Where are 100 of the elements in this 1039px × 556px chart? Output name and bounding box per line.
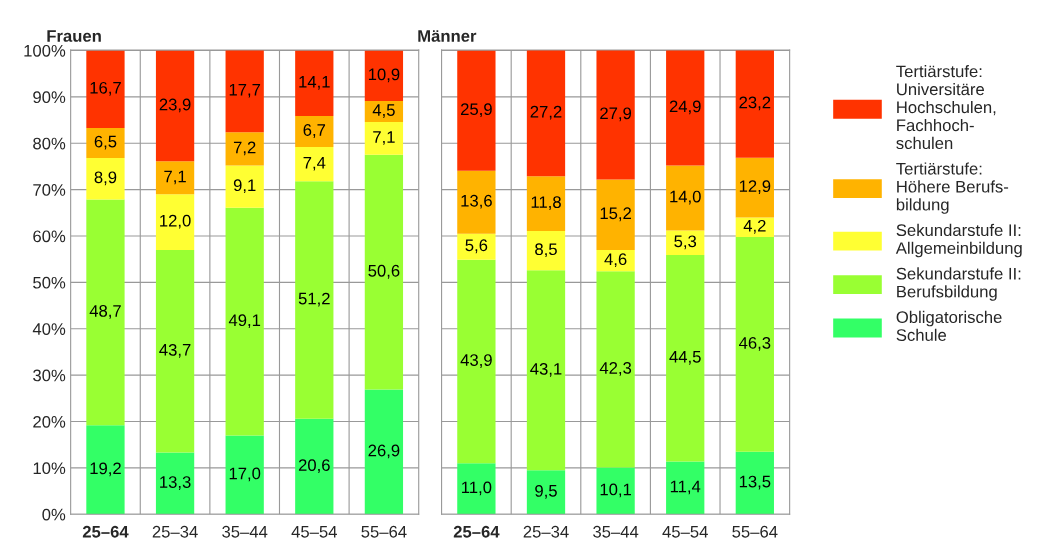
data-label: 11,8 bbox=[531, 196, 561, 210]
bar bbox=[295, 50, 334, 116]
x-tick-label: 35–44 bbox=[593, 525, 639, 538]
x-tick-label: 55–64 bbox=[361, 525, 407, 538]
bar bbox=[457, 463, 496, 515]
data-label: 27,9 bbox=[600, 107, 632, 122]
bar bbox=[364, 101, 404, 122]
data-label: 10,9 bbox=[368, 68, 400, 83]
data-label: 8,5 bbox=[535, 243, 557, 258]
y-tick-label: 60% bbox=[33, 230, 66, 243]
bar bbox=[596, 467, 635, 515]
x-tick-label: 55–64 bbox=[732, 525, 778, 538]
bar bbox=[86, 199, 125, 426]
bar bbox=[526, 230, 566, 271]
y-tick-label: 70% bbox=[33, 184, 66, 196]
bar bbox=[86, 425, 125, 515]
bar bbox=[596, 271, 635, 468]
data-label: 10,1 bbox=[600, 483, 632, 498]
bar bbox=[364, 121, 404, 155]
y-tick-label: 10% bbox=[33, 462, 66, 475]
data-label: 42,3 bbox=[599, 362, 632, 376]
data-label: 51,2 bbox=[298, 292, 330, 307]
data-label: 16,7 bbox=[90, 81, 121, 96]
data-label: 43,7 bbox=[159, 343, 191, 358]
legend-label: Tertiärstufe: Universitäre Hochschulen, Fachhoch- schulen bbox=[896, 65, 996, 150]
bar bbox=[735, 157, 774, 218]
bar bbox=[155, 249, 195, 453]
data-label: 13,6 bbox=[461, 194, 492, 209]
data-label: 23,2 bbox=[739, 96, 771, 111]
data-label: 13,3 bbox=[160, 476, 191, 490]
bar bbox=[155, 50, 195, 162]
bar bbox=[155, 161, 195, 195]
bar bbox=[364, 389, 404, 515]
data-label: 12,0 bbox=[160, 214, 191, 229]
y-tick-label: 30% bbox=[33, 369, 66, 382]
data-label: 11,4 bbox=[670, 480, 701, 495]
bar bbox=[86, 50, 125, 128]
data-label: 6,5 bbox=[94, 135, 117, 150]
bar bbox=[225, 50, 264, 133]
y-tick-label: 80% bbox=[33, 137, 66, 150]
bar bbox=[457, 259, 496, 464]
bar bbox=[86, 127, 125, 159]
data-label: 25,9 bbox=[461, 103, 492, 118]
bar bbox=[666, 461, 705, 515]
legend-label: Tertiärstufe: Höhere Berufs- bildung bbox=[896, 162, 1009, 214]
data-label: 13,5 bbox=[739, 475, 771, 490]
bar bbox=[364, 50, 404, 102]
data-label: 17,0 bbox=[229, 467, 261, 482]
data-label: 12,9 bbox=[739, 180, 771, 194]
data-label: 26,9 bbox=[368, 444, 400, 459]
data-label: 50,6 bbox=[368, 264, 400, 279]
data-label: 43,9 bbox=[460, 354, 492, 368]
y-tick-label: 50% bbox=[33, 276, 66, 289]
data-label: 8,9 bbox=[94, 171, 117, 186]
data-label: 43,1 bbox=[530, 362, 562, 377]
bar bbox=[596, 50, 635, 180]
data-label: 23,9 bbox=[159, 98, 191, 113]
bar bbox=[735, 451, 774, 515]
bar bbox=[295, 115, 334, 147]
bar bbox=[526, 270, 566, 471]
data-label: 44,5 bbox=[669, 351, 701, 365]
y-tick-label: 20% bbox=[33, 415, 66, 428]
legend-label: Obligatorische Schule bbox=[896, 310, 1002, 341]
chart-title: Frauen bbox=[47, 30, 101, 42]
bar bbox=[86, 158, 125, 200]
bar bbox=[457, 170, 496, 234]
data-label: 7,1 bbox=[373, 131, 395, 145]
bar bbox=[457, 233, 496, 260]
bar bbox=[295, 181, 334, 419]
data-label: 11,0 bbox=[462, 481, 492, 496]
bar bbox=[295, 418, 334, 515]
data-label: 49,1 bbox=[228, 314, 261, 329]
bar bbox=[526, 470, 566, 515]
data-label: 46,3 bbox=[739, 336, 771, 351]
bar bbox=[666, 255, 705, 462]
chart-title: Männer bbox=[418, 30, 477, 42]
bar bbox=[155, 194, 195, 250]
data-label: 7,4 bbox=[303, 156, 326, 171]
data-label: 9,1 bbox=[233, 179, 256, 194]
bar bbox=[225, 165, 264, 208]
y-tick-label: 90% bbox=[33, 91, 66, 104]
legend-label: Sekundarstufe II: Allgemeinbildung bbox=[895, 223, 1022, 258]
x-tick-label: 45–54 bbox=[662, 526, 708, 538]
bar bbox=[225, 132, 264, 166]
x-tick-label: 45–54 bbox=[291, 526, 337, 538]
bar bbox=[526, 50, 566, 177]
data-label: 24,9 bbox=[669, 100, 701, 115]
data-label: 17,7 bbox=[229, 83, 261, 98]
data-label: 5,6 bbox=[465, 239, 488, 254]
bar bbox=[735, 236, 774, 452]
data-label: 4,2 bbox=[743, 219, 766, 234]
x-tick-label: 25–64 bbox=[82, 525, 129, 538]
bar bbox=[666, 230, 705, 256]
x-tick-label: 25–34 bbox=[152, 525, 198, 538]
y-tick-label: 40% bbox=[32, 323, 66, 335]
bar bbox=[596, 249, 635, 272]
bar bbox=[225, 435, 264, 515]
bar bbox=[225, 207, 264, 436]
bar bbox=[735, 217, 774, 237]
x-tick-label: 35–44 bbox=[222, 525, 268, 538]
